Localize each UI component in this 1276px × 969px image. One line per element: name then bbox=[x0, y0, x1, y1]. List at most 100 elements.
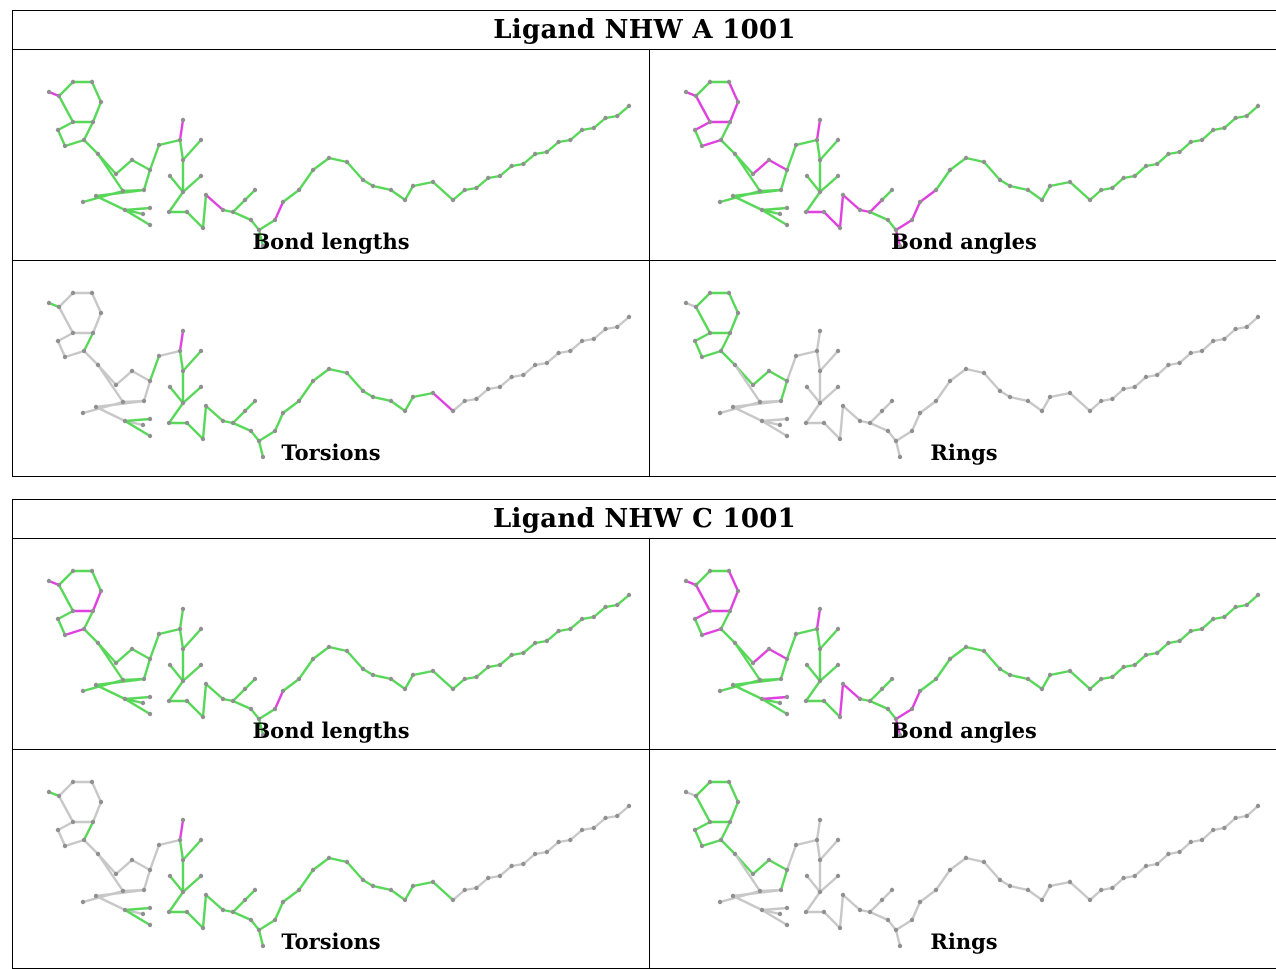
atom-dot bbox=[1039, 897, 1045, 903]
bond-line bbox=[1040, 395, 1052, 413]
bond-line bbox=[403, 184, 415, 202]
atom-dot bbox=[933, 676, 939, 682]
bond-line bbox=[1026, 188, 1044, 202]
atom-dot bbox=[280, 899, 286, 905]
atom-dot bbox=[707, 568, 713, 574]
bond-line bbox=[733, 152, 762, 193]
atom-dot bbox=[837, 714, 843, 720]
atom-dot bbox=[55, 338, 61, 344]
atom-dot bbox=[626, 314, 632, 320]
bond-line bbox=[257, 218, 277, 232]
bond-line bbox=[767, 369, 789, 383]
atom-dot bbox=[1110, 185, 1115, 191]
atom-dot bbox=[1099, 187, 1104, 193]
atom-dot bbox=[879, 408, 885, 414]
atom-dot bbox=[766, 157, 772, 163]
atom-dot bbox=[147, 694, 153, 700]
bond-line bbox=[82, 627, 100, 645]
bond-line bbox=[167, 190, 185, 214]
bond-line bbox=[841, 893, 862, 912]
atom-dot bbox=[837, 925, 843, 931]
bond-line bbox=[880, 188, 894, 202]
atom-dot bbox=[718, 137, 724, 143]
bond-line bbox=[918, 888, 938, 904]
bond-line bbox=[1048, 180, 1072, 188]
bond-line bbox=[451, 677, 466, 691]
cell-caption: Bond angles bbox=[891, 229, 1037, 254]
bond-line bbox=[794, 138, 819, 147]
bond-line bbox=[694, 291, 712, 309]
bond-line bbox=[148, 632, 161, 661]
atom-dot bbox=[220, 418, 226, 424]
ligand-structure-image bbox=[683, 779, 1261, 949]
atom-dot bbox=[857, 207, 863, 213]
atom-dot bbox=[1244, 813, 1249, 819]
bond-line bbox=[785, 632, 798, 661]
atom-dot bbox=[784, 656, 790, 662]
atom-dot bbox=[532, 151, 538, 157]
bond-line bbox=[123, 697, 152, 716]
bond-line bbox=[90, 291, 103, 315]
atom-dot bbox=[857, 696, 863, 702]
bond-line bbox=[231, 699, 253, 711]
bond-line bbox=[779, 168, 789, 192]
bond-line bbox=[1156, 363, 1170, 377]
atom-dot bbox=[56, 793, 62, 799]
atom-dot bbox=[344, 370, 350, 376]
atom-dot bbox=[180, 889, 186, 895]
atom-dot bbox=[402, 686, 408, 692]
bond-line bbox=[694, 94, 712, 124]
atom-dot bbox=[256, 716, 262, 722]
bond-line bbox=[114, 858, 134, 876]
bond-line bbox=[281, 399, 301, 415]
atom-dot bbox=[591, 336, 596, 342]
atom-dot bbox=[1188, 139, 1193, 145]
bond-line bbox=[767, 647, 789, 661]
atom-dot bbox=[230, 209, 236, 215]
bond-line bbox=[1008, 884, 1030, 892]
bond-line bbox=[231, 687, 247, 703]
atom-dot bbox=[1222, 125, 1227, 131]
atom-dot bbox=[817, 400, 823, 406]
bond-line bbox=[760, 208, 789, 227]
atom-dot bbox=[1121, 664, 1126, 670]
atom-dot bbox=[344, 648, 350, 654]
bond-line bbox=[257, 429, 277, 443]
bond-line bbox=[894, 928, 902, 948]
bond-line bbox=[894, 228, 902, 248]
ligand-structure-image bbox=[46, 290, 632, 460]
atom-dot bbox=[129, 368, 135, 374]
bond-line bbox=[168, 874, 185, 894]
atom-dot bbox=[615, 813, 620, 819]
atom-dot bbox=[835, 137, 841, 143]
atom-dot bbox=[963, 644, 969, 650]
bond-line bbox=[297, 168, 315, 192]
atom-dot bbox=[793, 842, 799, 848]
bond-line bbox=[794, 838, 819, 847]
atom-dot bbox=[579, 616, 585, 622]
atom-dot bbox=[167, 662, 173, 668]
atom-dot bbox=[963, 855, 969, 861]
ligand-structure-image bbox=[683, 79, 1261, 249]
atom-dot bbox=[814, 837, 820, 843]
bond-line bbox=[1048, 391, 1072, 399]
bond-line bbox=[94, 194, 127, 212]
bond-line bbox=[1178, 840, 1192, 854]
atom-dot bbox=[699, 843, 705, 849]
atom-dot bbox=[692, 127, 698, 133]
bond-line bbox=[794, 349, 819, 358]
atom-dot bbox=[310, 378, 316, 384]
atom-dot bbox=[867, 909, 873, 915]
atom-dot bbox=[1143, 863, 1149, 869]
atom-dot bbox=[147, 433, 153, 439]
atom-dot bbox=[735, 588, 741, 594]
bond-line bbox=[56, 820, 75, 832]
atom-dot bbox=[1067, 879, 1073, 885]
atom-dot bbox=[95, 151, 101, 157]
atom-dot bbox=[784, 205, 790, 211]
bond-line bbox=[1178, 140, 1192, 154]
atom-dot bbox=[778, 398, 784, 404]
bond-line bbox=[760, 417, 789, 423]
atom-dot bbox=[56, 304, 62, 310]
atom-dot bbox=[804, 873, 810, 879]
